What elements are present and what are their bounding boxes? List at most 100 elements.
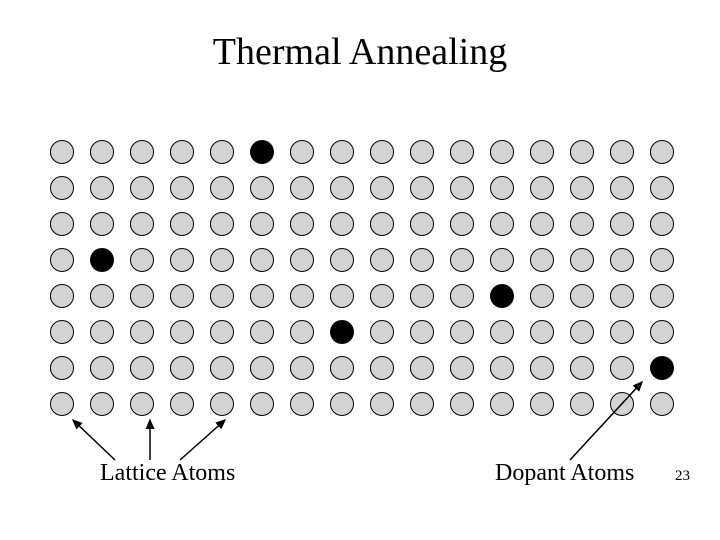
lattice-atom	[170, 212, 194, 236]
lattice-atom	[610, 248, 634, 272]
lattice-atom	[250, 392, 274, 416]
lattice-atom	[570, 320, 594, 344]
lattice-atom	[130, 140, 154, 164]
lattice-atom	[210, 176, 234, 200]
page-number: 23	[675, 468, 690, 485]
lattice-atom	[530, 284, 554, 308]
lattice-atom	[330, 248, 354, 272]
page-title: Thermal Annealing	[0, 30, 720, 74]
lattice-atom	[290, 356, 314, 380]
lattice-atom	[650, 140, 674, 164]
lattice-atom	[450, 140, 474, 164]
lattice-atom	[330, 284, 354, 308]
lattice-atom	[330, 140, 354, 164]
lattice-atom	[650, 176, 674, 200]
lattice-atom	[130, 284, 154, 308]
lattice-atom	[410, 392, 434, 416]
lattice-atom	[650, 320, 674, 344]
lattice-atom	[210, 392, 234, 416]
lattice-atom	[570, 392, 594, 416]
lattice-atom	[130, 248, 154, 272]
lattice-atom	[650, 248, 674, 272]
lattice-atom	[570, 248, 594, 272]
lattice-atom	[650, 392, 674, 416]
lattice-atom	[450, 392, 474, 416]
lattice-atom	[330, 176, 354, 200]
lattice-atom	[410, 248, 434, 272]
lattice-atom	[610, 392, 634, 416]
lattice-atom	[330, 212, 354, 236]
lattice-atom	[130, 176, 154, 200]
lattice-atom	[610, 176, 634, 200]
lattice-atom	[50, 248, 74, 272]
lattice-atom	[250, 284, 274, 308]
lattice-atom	[330, 392, 354, 416]
lattice-atom	[370, 284, 394, 308]
lattice-atom	[210, 284, 234, 308]
lattice-atom	[570, 140, 594, 164]
lattice-atom	[130, 356, 154, 380]
lattice-atom	[250, 248, 274, 272]
lattice-atom	[610, 284, 634, 308]
lattice-atom	[290, 320, 314, 344]
lattice-atom	[650, 284, 674, 308]
lattice-atom	[450, 284, 474, 308]
lattice-atom	[90, 356, 114, 380]
lattice-atom	[450, 356, 474, 380]
lattice-atom	[330, 356, 354, 380]
lattice-atom	[210, 356, 234, 380]
lattice-atom	[410, 356, 434, 380]
lattice-atom	[650, 212, 674, 236]
lattice-atom	[370, 140, 394, 164]
lattice-atom	[450, 176, 474, 200]
lattice-atom	[290, 176, 314, 200]
lattice-atom	[130, 212, 154, 236]
lattice-atom	[170, 140, 194, 164]
dopant-label: Dopant Atoms	[495, 460, 634, 487]
lattice-atom	[170, 320, 194, 344]
lattice-atom	[50, 392, 74, 416]
lattice-atom	[50, 356, 74, 380]
lattice-atom	[90, 212, 114, 236]
lattice-atom	[610, 140, 634, 164]
lattice-atom	[370, 212, 394, 236]
lattice-atom	[490, 392, 514, 416]
lattice-atom	[50, 320, 74, 344]
lattice-atom	[490, 248, 514, 272]
lattice-label: Lattice Atoms	[100, 460, 235, 487]
lattice-atom	[250, 176, 274, 200]
lattice-atom	[370, 248, 394, 272]
lattice-atom	[530, 392, 554, 416]
lattice-atom	[410, 176, 434, 200]
lattice-atom	[570, 212, 594, 236]
lattice-atom	[610, 356, 634, 380]
lattice-atom	[530, 140, 554, 164]
lattice-atom	[290, 392, 314, 416]
lattice-atom	[570, 356, 594, 380]
lattice-atom	[370, 356, 394, 380]
lattice-atom	[90, 284, 114, 308]
lattice-atom	[450, 248, 474, 272]
lattice-atom	[370, 320, 394, 344]
lattice-atom	[90, 176, 114, 200]
lattice-atom	[90, 320, 114, 344]
lattice-atom	[170, 284, 194, 308]
lattice-atom	[170, 392, 194, 416]
lattice-atom	[250, 212, 274, 236]
lattice-atom	[490, 320, 514, 344]
lattice-atom	[450, 320, 474, 344]
lattice-atom	[410, 320, 434, 344]
lattice-atom	[90, 140, 114, 164]
lattice-atom	[570, 284, 594, 308]
lattice-atom	[250, 320, 274, 344]
lattice-atom	[170, 176, 194, 200]
lattice-atom	[290, 212, 314, 236]
lattice-atom	[210, 140, 234, 164]
dopant-atom	[250, 140, 274, 164]
lattice-atom	[50, 140, 74, 164]
lattice-atom	[490, 212, 514, 236]
lattice-atom	[530, 320, 554, 344]
lattice-atom	[130, 320, 154, 344]
lattice-atom	[490, 176, 514, 200]
lattice-atom	[530, 248, 554, 272]
